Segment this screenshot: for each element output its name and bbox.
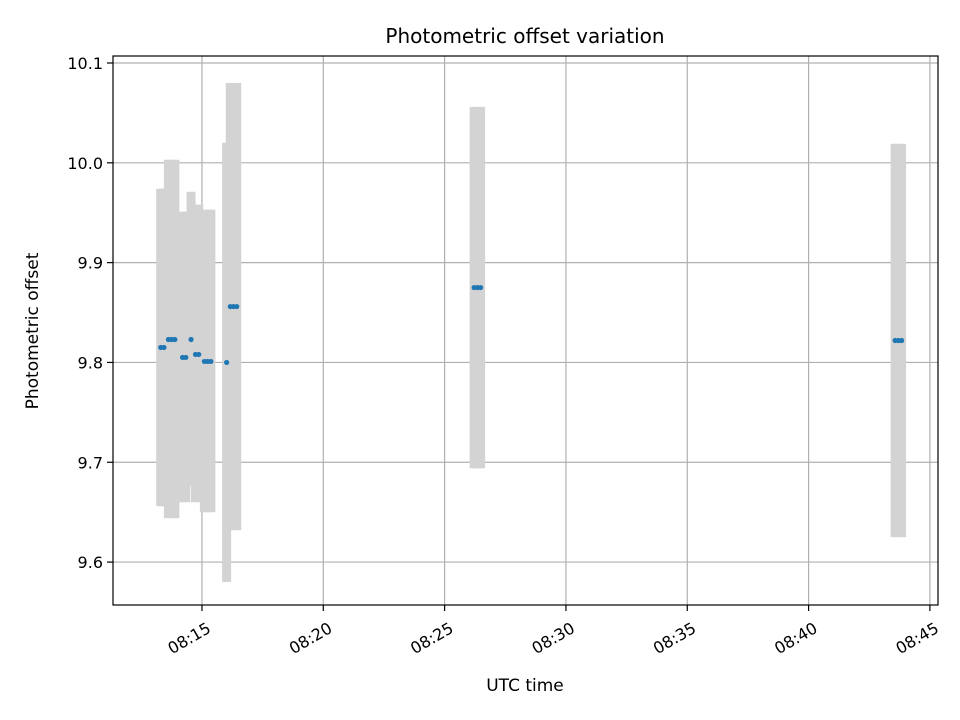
- data-point: [183, 354, 189, 361]
- x-axis-label: UTC time: [486, 676, 564, 696]
- data-point: [224, 359, 230, 366]
- data-point: [478, 284, 484, 291]
- data-point: [172, 336, 178, 343]
- data-point: [188, 336, 194, 343]
- y-tick-label: 9.6: [78, 553, 103, 572]
- data-point: [196, 351, 202, 358]
- y-axis-label: Photometric offset: [23, 252, 43, 409]
- y-tick-label: 10.1: [67, 54, 103, 73]
- y-axis-ticks: 9.6 9.7 9.8 9.9 10.0 10.1: [67, 54, 113, 572]
- data-point: [899, 337, 905, 344]
- y-tick-label: 10.0: [67, 154, 103, 173]
- data-point: [208, 358, 214, 365]
- y-tick-label: 9.8: [78, 353, 103, 372]
- data-point: [234, 303, 240, 310]
- grid-lines: [113, 56, 938, 605]
- y-tick-label: 9.7: [78, 453, 103, 472]
- plot-frame: [112, 55, 939, 606]
- data-points: [158, 284, 905, 366]
- data-point: [161, 344, 167, 351]
- chart-title: Photometric offset variation: [385, 24, 664, 48]
- y-tick-label: 9.9: [78, 254, 103, 273]
